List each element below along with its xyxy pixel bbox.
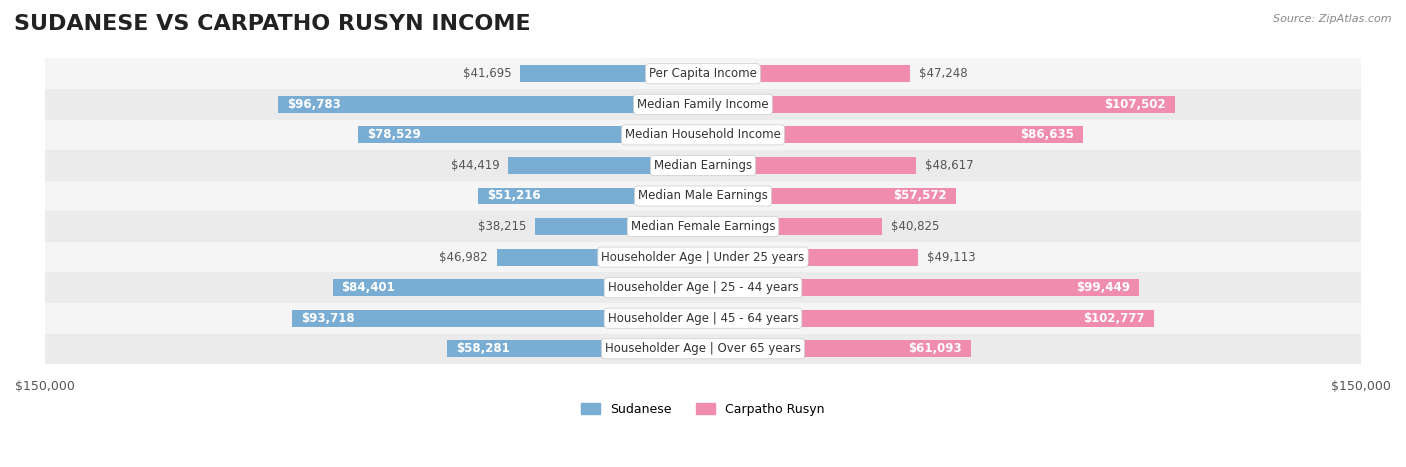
Bar bbox=[703, 65, 910, 82]
Text: $57,572: $57,572 bbox=[893, 190, 946, 203]
FancyBboxPatch shape bbox=[45, 211, 1361, 242]
FancyBboxPatch shape bbox=[45, 120, 1361, 150]
Text: Median Male Earnings: Median Male Earnings bbox=[638, 190, 768, 203]
Text: $49,113: $49,113 bbox=[927, 251, 976, 263]
Text: $47,248: $47,248 bbox=[920, 67, 967, 80]
Text: Median Female Earnings: Median Female Earnings bbox=[631, 220, 775, 233]
Text: $93,718: $93,718 bbox=[301, 312, 354, 325]
Text: $96,783: $96,783 bbox=[287, 98, 340, 111]
Text: $84,401: $84,401 bbox=[342, 281, 395, 294]
Bar bbox=[703, 96, 1174, 113]
Text: $44,419: $44,419 bbox=[450, 159, 499, 172]
Text: $99,449: $99,449 bbox=[1077, 281, 1130, 294]
Bar bbox=[359, 127, 703, 143]
Bar bbox=[703, 340, 972, 357]
Text: SUDANESE VS CARPATHO RUSYN INCOME: SUDANESE VS CARPATHO RUSYN INCOME bbox=[14, 14, 530, 34]
Text: Householder Age | Over 65 years: Householder Age | Over 65 years bbox=[605, 342, 801, 355]
Bar bbox=[703, 127, 1083, 143]
Bar bbox=[292, 310, 703, 326]
Bar bbox=[520, 65, 703, 82]
Bar bbox=[703, 188, 956, 205]
Text: Per Capita Income: Per Capita Income bbox=[650, 67, 756, 80]
Text: Householder Age | 45 - 64 years: Householder Age | 45 - 64 years bbox=[607, 312, 799, 325]
Text: $40,825: $40,825 bbox=[891, 220, 939, 233]
Bar bbox=[703, 157, 917, 174]
FancyBboxPatch shape bbox=[45, 272, 1361, 303]
Bar bbox=[536, 218, 703, 235]
Bar bbox=[478, 188, 703, 205]
Text: $46,982: $46,982 bbox=[440, 251, 488, 263]
FancyBboxPatch shape bbox=[45, 150, 1361, 181]
Bar bbox=[703, 218, 882, 235]
Text: $86,635: $86,635 bbox=[1021, 128, 1074, 142]
FancyBboxPatch shape bbox=[45, 181, 1361, 211]
Text: $38,215: $38,215 bbox=[478, 220, 527, 233]
Text: $41,695: $41,695 bbox=[463, 67, 512, 80]
Text: $51,216: $51,216 bbox=[486, 190, 541, 203]
FancyBboxPatch shape bbox=[45, 303, 1361, 333]
Text: $61,093: $61,093 bbox=[908, 342, 962, 355]
Bar bbox=[703, 249, 918, 266]
Bar bbox=[703, 310, 1154, 326]
FancyBboxPatch shape bbox=[45, 89, 1361, 120]
Text: $58,281: $58,281 bbox=[456, 342, 510, 355]
Legend: Sudanese, Carpatho Rusyn: Sudanese, Carpatho Rusyn bbox=[576, 398, 830, 421]
Bar bbox=[278, 96, 703, 113]
Text: Median Earnings: Median Earnings bbox=[654, 159, 752, 172]
Text: $78,529: $78,529 bbox=[367, 128, 420, 142]
Text: Median Household Income: Median Household Income bbox=[626, 128, 780, 142]
Text: Householder Age | 25 - 44 years: Householder Age | 25 - 44 years bbox=[607, 281, 799, 294]
Bar bbox=[447, 340, 703, 357]
FancyBboxPatch shape bbox=[45, 333, 1361, 364]
Bar bbox=[703, 279, 1139, 296]
FancyBboxPatch shape bbox=[45, 242, 1361, 272]
Text: Source: ZipAtlas.com: Source: ZipAtlas.com bbox=[1274, 14, 1392, 24]
Bar bbox=[508, 157, 703, 174]
FancyBboxPatch shape bbox=[45, 58, 1361, 89]
Text: Median Family Income: Median Family Income bbox=[637, 98, 769, 111]
Bar bbox=[333, 279, 703, 296]
Bar bbox=[496, 249, 703, 266]
Text: $48,617: $48,617 bbox=[925, 159, 974, 172]
Text: Householder Age | Under 25 years: Householder Age | Under 25 years bbox=[602, 251, 804, 263]
Text: $107,502: $107,502 bbox=[1104, 98, 1166, 111]
Text: $102,777: $102,777 bbox=[1084, 312, 1144, 325]
